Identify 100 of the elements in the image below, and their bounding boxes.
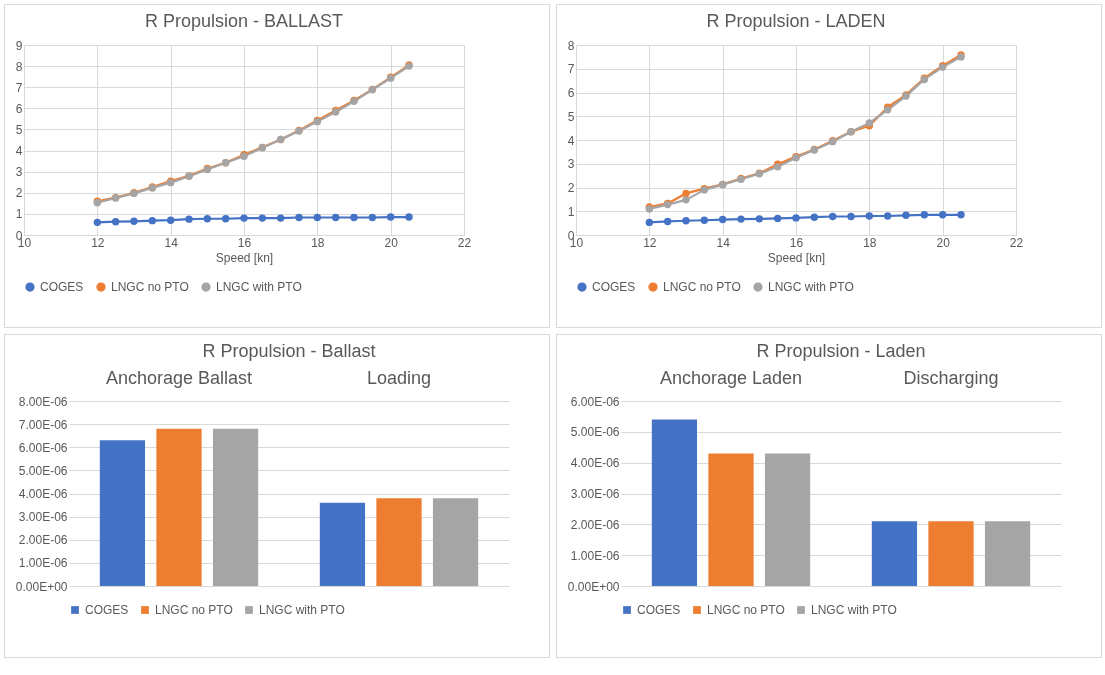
y-tick-label: 0.00E+00 [15, 579, 68, 594]
point [957, 211, 965, 219]
point [682, 217, 690, 225]
point [258, 214, 267, 222]
x-tick-label: 14 [164, 235, 179, 250]
point [755, 215, 764, 223]
bar [212, 428, 259, 586]
y-tick-label: 3 [15, 165, 23, 180]
point [350, 213, 358, 222]
x-tick-label: 14 [716, 235, 731, 250]
point [865, 212, 874, 220]
x-tick-label: 12 [91, 235, 105, 250]
bar [928, 521, 974, 586]
x-tick-label: Anchorage Laden [659, 367, 803, 388]
y-tick-label: 1.00E-06 [570, 548, 620, 563]
legend-label: LNGC no PTO [111, 280, 189, 295]
y-tick-label: 6 [15, 101, 23, 116]
point [221, 215, 230, 223]
y-tick-label: 6.00E-06 [570, 394, 620, 409]
point [111, 218, 120, 226]
y-tick-label: 7.00E-06 [18, 417, 68, 432]
x-tick-label: 22 [457, 235, 472, 250]
x-axis-title: Speed [kn] [215, 250, 274, 265]
point [938, 211, 947, 219]
legend-label: LNGC with PTO [216, 280, 302, 295]
point [737, 215, 745, 223]
x-tick-label: 20 [384, 235, 399, 250]
x-tick-label: Anchorage Ballast [105, 367, 253, 388]
bar [376, 498, 422, 586]
y-tick-label: 7 [567, 62, 575, 77]
x-tick-label: Loading [366, 367, 432, 388]
y-tick-label: 1 [15, 207, 23, 222]
legend-label: LNGC with PTO [768, 280, 854, 295]
point [645, 218, 654, 227]
x-tick-label: 12 [643, 235, 657, 250]
y-tick-label: 1 [567, 204, 575, 219]
legend-label: COGES [85, 603, 129, 617]
point [792, 214, 800, 222]
bar [984, 521, 1031, 586]
y-tick-label: 2.00E-06 [570, 517, 620, 532]
x-tick-label: 22 [1009, 235, 1024, 250]
x-tick-label: 20 [936, 235, 951, 250]
chart-title: R Propulsion - Ballast [202, 341, 376, 361]
point [203, 215, 212, 223]
y-tick-label: 2 [567, 181, 575, 195]
y-tick-label: 3.00E-06 [18, 510, 68, 525]
y-tick-label: 0 [15, 228, 23, 243]
point [166, 216, 175, 224]
point [331, 213, 340, 222]
x-axis-title: Speed [kn] [767, 250, 826, 265]
x-tick-label: Discharging [903, 367, 999, 388]
point [682, 189, 690, 198]
y-tick-label: 1.00E-06 [18, 556, 68, 571]
y-tick-label: 4 [15, 144, 23, 159]
point [682, 196, 690, 204]
point [313, 213, 322, 222]
bar [432, 498, 479, 586]
legend-label: LNGC no PTO [707, 603, 785, 617]
y-tick-label: 7 [15, 80, 23, 95]
chart-title: R Propulsion - Laden [756, 341, 926, 361]
point [902, 211, 910, 219]
y-tick-label: 6.00E-06 [18, 440, 68, 455]
point [276, 214, 285, 222]
x-tick-label: 18 [863, 235, 877, 250]
y-tick-label: 0.00E+00 [567, 579, 620, 594]
point [386, 213, 395, 221]
y-tick-label: 3 [567, 157, 575, 172]
point [810, 213, 819, 221]
bar [708, 453, 754, 586]
legend-label: LNGC with PTO [259, 603, 345, 617]
legend-label: COGES [40, 280, 84, 295]
y-tick-label: 5 [15, 122, 23, 137]
bar [651, 419, 698, 586]
bar [871, 521, 918, 586]
x-tick-label: 16 [237, 235, 252, 250]
y-tick-label: 2 [15, 186, 23, 201]
point [920, 211, 929, 219]
point [185, 215, 193, 223]
point [700, 216, 709, 224]
y-tick-label: 8 [567, 38, 575, 53]
y-tick-label: 5 [567, 109, 575, 124]
legend-label: LNGC with PTO [811, 603, 897, 617]
x-tick-label: 18 [311, 235, 325, 250]
y-tick-label: 5.00E-06 [18, 463, 68, 478]
y-tick-label: 4.00E-06 [570, 456, 620, 471]
x-tick-label: 16 [789, 235, 804, 250]
y-tick-label: 2.00E-06 [18, 533, 68, 548]
point [663, 217, 672, 226]
chart-title: R Propulsion - BALLAST [144, 11, 344, 31]
point [148, 216, 157, 225]
y-tick-label: 4.00E-06 [18, 487, 68, 501]
y-tick-label: 8 [15, 59, 23, 74]
legend-label: COGES [592, 280, 636, 295]
y-tick-label: 0 [567, 228, 575, 243]
y-tick-label: 8.00E-06 [18, 394, 68, 409]
point [368, 213, 377, 222]
y-tick-label: 5.00E-06 [570, 425, 620, 440]
point [883, 212, 892, 220]
bar [99, 440, 146, 586]
point [130, 217, 138, 225]
